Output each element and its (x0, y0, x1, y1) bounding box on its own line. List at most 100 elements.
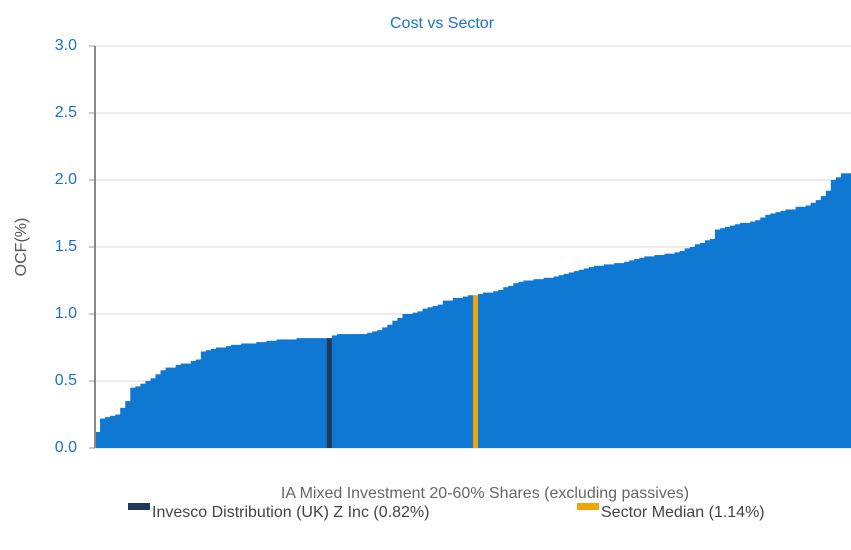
bar (397, 318, 404, 448)
bar (210, 348, 217, 448)
bar (820, 196, 827, 448)
bar (513, 283, 519, 448)
bar (659, 255, 666, 448)
bar (684, 248, 691, 448)
bar (462, 296, 469, 448)
bar (830, 180, 837, 448)
bar (432, 305, 439, 448)
bar (714, 229, 721, 448)
bar (578, 269, 585, 448)
bar (261, 342, 267, 448)
bar (467, 295, 474, 448)
bar (442, 300, 449, 448)
bar (352, 334, 358, 448)
bar (457, 297, 464, 448)
bar (755, 220, 761, 448)
bar (609, 264, 615, 448)
bar (331, 335, 338, 448)
bar (130, 387, 136, 448)
bar (699, 242, 706, 448)
bar (694, 244, 701, 448)
bar (730, 225, 736, 448)
bar (528, 280, 535, 448)
legend-swatch (128, 503, 150, 510)
bar (674, 252, 681, 448)
bar (100, 418, 106, 448)
bar (407, 314, 414, 448)
bar (150, 378, 157, 448)
bar (780, 210, 787, 448)
bar (276, 339, 283, 448)
bar (286, 339, 293, 448)
bar (553, 276, 560, 448)
y-axis-label: OCF(%) (13, 218, 30, 277)
bar (473, 295, 479, 448)
bar (825, 190, 832, 448)
bar (588, 267, 595, 448)
bar (437, 304, 444, 448)
bar (306, 338, 313, 448)
bar (689, 247, 696, 448)
bar (321, 338, 328, 448)
bar (125, 401, 131, 448)
bar (362, 334, 368, 448)
bar (619, 263, 625, 448)
bar (669, 253, 676, 448)
bar (805, 205, 812, 448)
bar (382, 327, 388, 448)
bar (105, 417, 111, 448)
bar (241, 343, 247, 448)
bar (185, 363, 192, 448)
bar (175, 364, 182, 448)
bar (200, 351, 207, 448)
bar (815, 200, 822, 448)
bar (583, 268, 590, 448)
bar (800, 206, 807, 448)
bar (402, 314, 409, 448)
bar (735, 224, 741, 448)
legend-swatch (577, 503, 599, 510)
bar (760, 217, 766, 448)
bar (412, 312, 419, 448)
bar (221, 347, 227, 448)
bar (775, 212, 782, 448)
y-tick-label: 3.0 (55, 37, 77, 54)
bar (372, 331, 378, 448)
bar (563, 273, 570, 448)
y-tick-label: 0.0 (55, 439, 77, 456)
bar (251, 343, 257, 448)
y-tick-label: 1.5 (55, 238, 77, 255)
bar (558, 275, 565, 448)
bar (417, 311, 424, 448)
bar (291, 339, 298, 448)
bar (750, 221, 756, 448)
bar (180, 363, 187, 448)
bar (392, 320, 398, 448)
bar (452, 297, 459, 448)
bar (493, 291, 499, 448)
bar (523, 280, 530, 448)
bar (679, 251, 686, 448)
bar (256, 342, 262, 448)
bar (95, 431, 101, 448)
bar (548, 277, 555, 448)
bar (246, 343, 252, 448)
bar (488, 292, 494, 448)
bar (447, 300, 454, 448)
bar (719, 228, 726, 448)
bar (357, 334, 363, 448)
bar (649, 256, 656, 448)
bar (165, 367, 172, 448)
bar (624, 261, 630, 448)
bar (120, 407, 126, 448)
bar (629, 260, 635, 448)
bar (840, 173, 847, 449)
bar (377, 330, 383, 448)
bar (140, 383, 146, 448)
bar (478, 293, 484, 448)
chart-title: Cost vs Sector (390, 15, 495, 32)
bar (301, 338, 308, 448)
bar (347, 334, 353, 448)
bar (725, 226, 731, 448)
